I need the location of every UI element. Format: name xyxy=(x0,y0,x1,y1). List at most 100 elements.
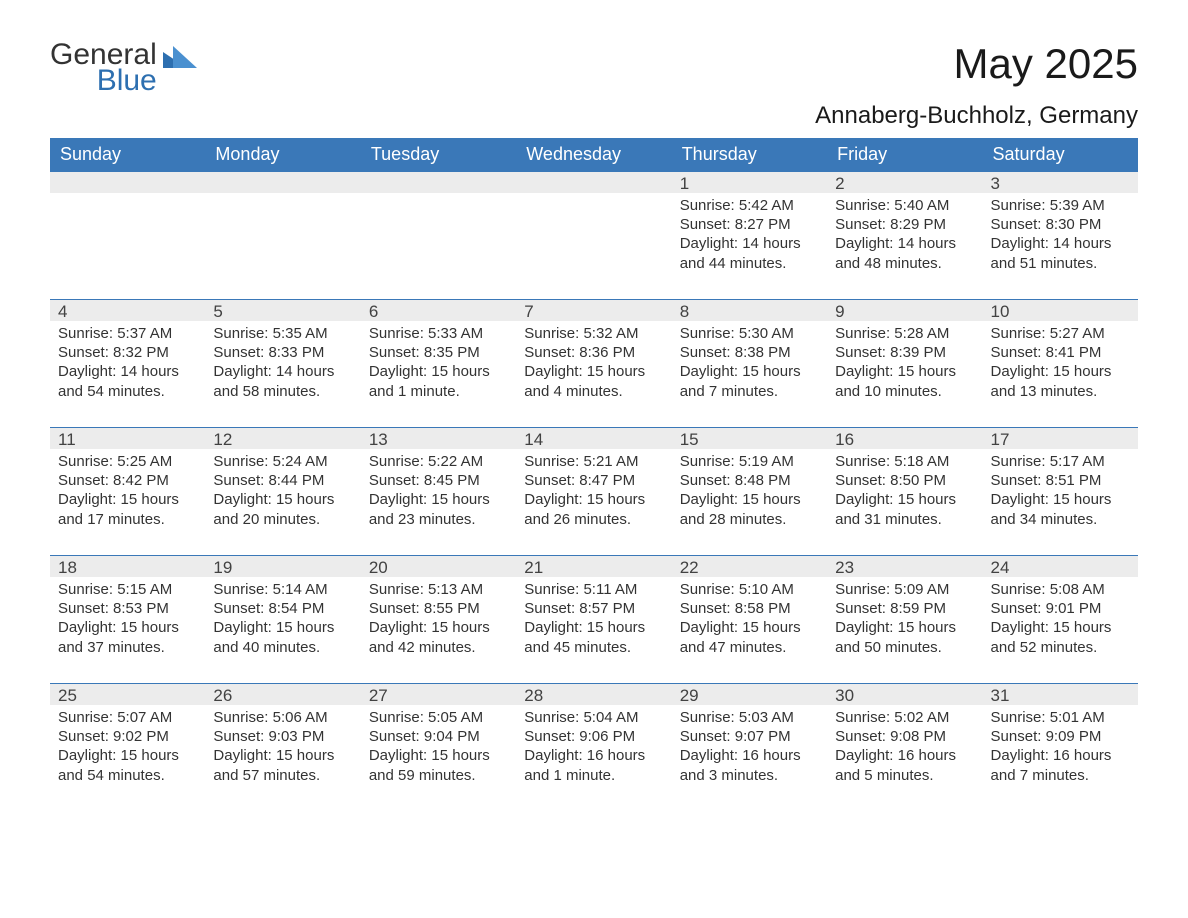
day-number: 23 xyxy=(827,555,982,577)
weekday-header: Monday xyxy=(205,138,360,171)
calendar-cell: 7Sunrise: 5:32 AMSunset: 8:36 PMDaylight… xyxy=(516,299,671,427)
daylight-line: Daylight: 15 hours and 42 minutes. xyxy=(369,618,508,656)
daylight-line: Daylight: 15 hours and 23 minutes. xyxy=(369,490,508,528)
sunrise-line: Sunrise: 5:10 AM xyxy=(680,580,819,599)
daylight-line: Daylight: 15 hours and 26 minutes. xyxy=(524,490,663,528)
calendar-cell: 9Sunrise: 5:28 AMSunset: 8:39 PMDaylight… xyxy=(827,299,982,427)
calendar-cell: 1Sunrise: 5:42 AMSunset: 8:27 PMDaylight… xyxy=(672,171,827,299)
day-number: 11 xyxy=(50,427,205,449)
calendar-cell xyxy=(50,171,205,299)
sunset-line: Sunset: 8:47 PM xyxy=(524,471,663,490)
calendar-cell: 18Sunrise: 5:15 AMSunset: 8:53 PMDayligh… xyxy=(50,555,205,683)
sunrise-line: Sunrise: 5:09 AM xyxy=(835,580,974,599)
day-details xyxy=(516,193,671,200)
day-number: 17 xyxy=(983,427,1138,449)
day-number: 30 xyxy=(827,683,982,705)
weekday-header: Wednesday xyxy=(516,138,671,171)
daylight-line: Daylight: 15 hours and 28 minutes. xyxy=(680,490,819,528)
calendar-cell: 27Sunrise: 5:05 AMSunset: 9:04 PMDayligh… xyxy=(361,683,516,811)
day-details: Sunrise: 5:05 AMSunset: 9:04 PMDaylight:… xyxy=(361,705,516,789)
calendar-week: 18Sunrise: 5:15 AMSunset: 8:53 PMDayligh… xyxy=(50,555,1138,683)
daylight-line: Daylight: 16 hours and 7 minutes. xyxy=(991,746,1130,784)
day-number: 5 xyxy=(205,299,360,321)
sunset-line: Sunset: 8:44 PM xyxy=(213,471,352,490)
sunrise-line: Sunrise: 5:02 AM xyxy=(835,708,974,727)
sunrise-line: Sunrise: 5:01 AM xyxy=(991,708,1130,727)
day-number xyxy=(50,171,205,193)
daylight-line: Daylight: 15 hours and 47 minutes. xyxy=(680,618,819,656)
day-number: 22 xyxy=(672,555,827,577)
sunset-line: Sunset: 9:03 PM xyxy=(213,727,352,746)
calendar-cell: 12Sunrise: 5:24 AMSunset: 8:44 PMDayligh… xyxy=(205,427,360,555)
sunset-line: Sunset: 9:04 PM xyxy=(369,727,508,746)
weekday-header: Saturday xyxy=(983,138,1138,171)
day-number: 13 xyxy=(361,427,516,449)
calendar-week: 25Sunrise: 5:07 AMSunset: 9:02 PMDayligh… xyxy=(50,683,1138,811)
day-details: Sunrise: 5:39 AMSunset: 8:30 PMDaylight:… xyxy=(983,193,1138,277)
sunrise-line: Sunrise: 5:24 AM xyxy=(213,452,352,471)
day-number: 1 xyxy=(672,171,827,193)
sunset-line: Sunset: 8:45 PM xyxy=(369,471,508,490)
day-number: 2 xyxy=(827,171,982,193)
sunset-line: Sunset: 8:36 PM xyxy=(524,343,663,362)
day-number: 16 xyxy=(827,427,982,449)
sunset-line: Sunset: 8:54 PM xyxy=(213,599,352,618)
calendar-cell: 28Sunrise: 5:04 AMSunset: 9:06 PMDayligh… xyxy=(516,683,671,811)
sunset-line: Sunset: 8:57 PM xyxy=(524,599,663,618)
day-details: Sunrise: 5:22 AMSunset: 8:45 PMDaylight:… xyxy=(361,449,516,533)
day-number xyxy=(205,171,360,193)
day-details: Sunrise: 5:06 AMSunset: 9:03 PMDaylight:… xyxy=(205,705,360,789)
day-details: Sunrise: 5:21 AMSunset: 8:47 PMDaylight:… xyxy=(516,449,671,533)
calendar-table: SundayMondayTuesdayWednesdayThursdayFrid… xyxy=(50,138,1138,811)
day-number: 18 xyxy=(50,555,205,577)
day-details: Sunrise: 5:07 AMSunset: 9:02 PMDaylight:… xyxy=(50,705,205,789)
sunrise-line: Sunrise: 5:30 AM xyxy=(680,324,819,343)
sunset-line: Sunset: 9:02 PM xyxy=(58,727,197,746)
header: General Blue May 2025 Annaberg-Buchholz,… xyxy=(50,40,1138,130)
calendar-week: 4Sunrise: 5:37 AMSunset: 8:32 PMDaylight… xyxy=(50,299,1138,427)
day-details: Sunrise: 5:01 AMSunset: 9:09 PMDaylight:… xyxy=(983,705,1138,789)
daylight-line: Daylight: 15 hours and 59 minutes. xyxy=(369,746,508,784)
day-details: Sunrise: 5:42 AMSunset: 8:27 PMDaylight:… xyxy=(672,193,827,277)
sunrise-line: Sunrise: 5:06 AM xyxy=(213,708,352,727)
day-number: 24 xyxy=(983,555,1138,577)
day-details: Sunrise: 5:18 AMSunset: 8:50 PMDaylight:… xyxy=(827,449,982,533)
daylight-line: Daylight: 15 hours and 1 minute. xyxy=(369,362,508,400)
day-number: 10 xyxy=(983,299,1138,321)
weekday-header: Sunday xyxy=(50,138,205,171)
calendar-cell: 8Sunrise: 5:30 AMSunset: 8:38 PMDaylight… xyxy=(672,299,827,427)
day-details: Sunrise: 5:37 AMSunset: 8:32 PMDaylight:… xyxy=(50,321,205,405)
location: Annaberg-Buchholz, Germany xyxy=(815,102,1138,130)
calendar-cell: 19Sunrise: 5:14 AMSunset: 8:54 PMDayligh… xyxy=(205,555,360,683)
sunset-line: Sunset: 8:32 PM xyxy=(58,343,197,362)
daylight-line: Daylight: 15 hours and 54 minutes. xyxy=(58,746,197,784)
weekday-header: Friday xyxy=(827,138,982,171)
day-details: Sunrise: 5:03 AMSunset: 9:07 PMDaylight:… xyxy=(672,705,827,789)
calendar-cell: 23Sunrise: 5:09 AMSunset: 8:59 PMDayligh… xyxy=(827,555,982,683)
day-details: Sunrise: 5:04 AMSunset: 9:06 PMDaylight:… xyxy=(516,705,671,789)
day-details: Sunrise: 5:35 AMSunset: 8:33 PMDaylight:… xyxy=(205,321,360,405)
day-number: 20 xyxy=(361,555,516,577)
daylight-line: Daylight: 15 hours and 57 minutes. xyxy=(213,746,352,784)
day-details xyxy=(361,193,516,200)
sunrise-line: Sunrise: 5:13 AM xyxy=(369,580,508,599)
daylight-line: Daylight: 15 hours and 7 minutes. xyxy=(680,362,819,400)
sunrise-line: Sunrise: 5:17 AM xyxy=(991,452,1130,471)
day-details: Sunrise: 5:24 AMSunset: 8:44 PMDaylight:… xyxy=(205,449,360,533)
month-title: May 2025 xyxy=(815,40,1138,88)
calendar-cell: 31Sunrise: 5:01 AMSunset: 9:09 PMDayligh… xyxy=(983,683,1138,811)
calendar-cell: 6Sunrise: 5:33 AMSunset: 8:35 PMDaylight… xyxy=(361,299,516,427)
day-number: 15 xyxy=(672,427,827,449)
sunrise-line: Sunrise: 5:33 AM xyxy=(369,324,508,343)
sunset-line: Sunset: 9:06 PM xyxy=(524,727,663,746)
sunrise-line: Sunrise: 5:14 AM xyxy=(213,580,352,599)
sunrise-line: Sunrise: 5:18 AM xyxy=(835,452,974,471)
day-number: 28 xyxy=(516,683,671,705)
sunset-line: Sunset: 8:53 PM xyxy=(58,599,197,618)
day-number: 14 xyxy=(516,427,671,449)
day-details: Sunrise: 5:11 AMSunset: 8:57 PMDaylight:… xyxy=(516,577,671,661)
sunset-line: Sunset: 9:07 PM xyxy=(680,727,819,746)
daylight-line: Daylight: 15 hours and 37 minutes. xyxy=(58,618,197,656)
sunrise-line: Sunrise: 5:37 AM xyxy=(58,324,197,343)
sunrise-line: Sunrise: 5:28 AM xyxy=(835,324,974,343)
